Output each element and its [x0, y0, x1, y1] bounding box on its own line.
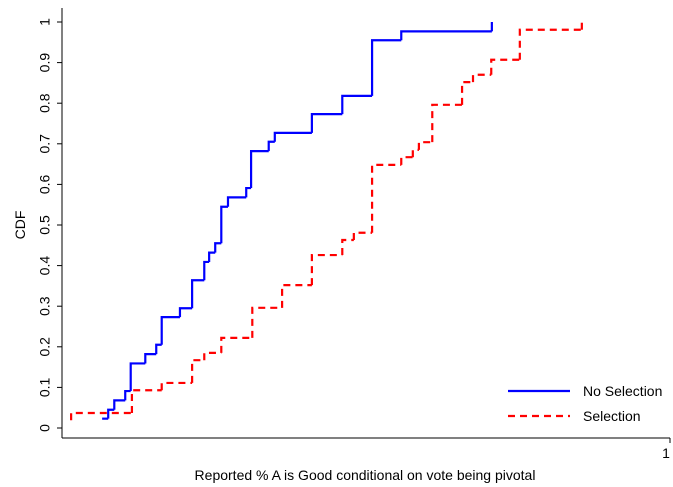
step-segment: [471, 73, 492, 83]
y-tick-label: 0.1: [37, 377, 53, 397]
step-segment: [280, 283, 312, 308]
step-segment: [129, 362, 146, 392]
step-segment: [160, 316, 180, 345]
y-tick-label: 0: [37, 424, 53, 432]
y-tick-label: 0.3: [37, 296, 53, 316]
y-tick-label: 0.4: [37, 256, 53, 276]
step-segment: [370, 39, 402, 96]
step-segment: [245, 186, 252, 198]
step-segment: [70, 411, 132, 421]
step-segment: [220, 205, 228, 244]
step-segment: [203, 351, 222, 361]
y-tick-label: 1: [37, 18, 53, 26]
step-segment: [310, 253, 343, 286]
step-segment: [107, 408, 115, 419]
x-tick-label: 1: [662, 445, 670, 461]
step-segment: [113, 399, 126, 410]
step-segment: [341, 94, 373, 115]
y-tick-label: 0.7: [37, 134, 53, 154]
step-segment: [352, 231, 373, 241]
y-tick-label: 0.8: [37, 93, 53, 113]
step-segment: [208, 251, 216, 262]
y-tick-label: 0.6: [37, 174, 53, 194]
step-segment: [226, 196, 247, 207]
legend-label: No Selection: [583, 383, 662, 399]
y-tick-label: 0.2: [37, 337, 53, 357]
x-axis-label: Reported % A is Good conditional on vote…: [195, 467, 536, 483]
step-segment: [273, 131, 312, 142]
step-segment: [400, 30, 492, 41]
step-segment: [160, 381, 193, 391]
step-segment: [124, 389, 131, 401]
step-segment: [400, 156, 413, 165]
step-segment: [144, 353, 157, 364]
step-segment: [251, 306, 283, 338]
step-segment: [220, 336, 253, 353]
step-segment: [191, 279, 205, 309]
step-segment: [310, 113, 343, 133]
step-segment: [191, 359, 205, 383]
step-segment: [341, 238, 354, 256]
step-segment: [214, 242, 222, 253]
y-tick-label: 0.9: [37, 53, 53, 73]
step-segment: [249, 150, 269, 189]
step-segment: [460, 80, 474, 105]
step-segment: [203, 260, 210, 281]
y-axis-label: CDF: [12, 211, 28, 240]
step-segment: [178, 307, 193, 318]
step-segment: [490, 58, 520, 75]
step-segment: [130, 389, 162, 413]
step-segment: [370, 163, 402, 233]
step-segment: [267, 140, 275, 152]
legend-label: Selection: [583, 408, 641, 424]
step-segment: [411, 148, 419, 158]
step-segment: [518, 28, 582, 60]
step-segment: [155, 343, 162, 355]
step-segment: [431, 103, 463, 143]
step-segment: [417, 141, 433, 150]
y-tick-label: 0.5: [37, 215, 53, 235]
